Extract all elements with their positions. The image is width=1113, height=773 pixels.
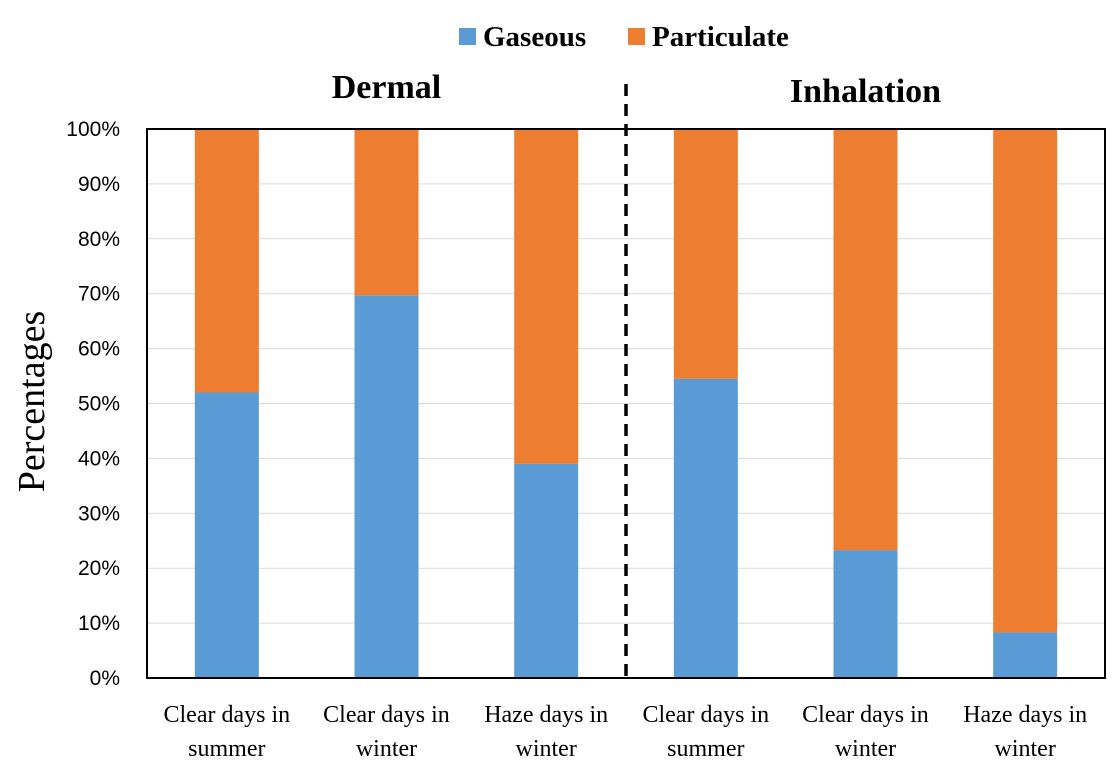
group-titles: Dermal Inhalation — [332, 69, 941, 110]
group-title: Inhalation — [790, 73, 941, 110]
y-tick-label: 90% — [78, 173, 120, 196]
x-axis-category-labels: Clear days in summer Clear days in winter Ha… — [164, 702, 1088, 762]
bar-segment-particulate — [194, 129, 259, 393]
bar-segment-particulate — [354, 129, 419, 296]
legend-label: Gaseous — [483, 21, 586, 53]
x-category-label: winter — [995, 736, 1056, 762]
bar-segment-gaseous — [514, 463, 579, 678]
y-tick-label: 30% — [78, 502, 120, 525]
legend-swatch-gaseous — [459, 28, 476, 45]
y-tick-label: 40% — [78, 447, 120, 470]
x-category-label: summer — [188, 736, 265, 762]
y-tick-label: 20% — [78, 557, 120, 580]
y-tick-label: 60% — [78, 338, 120, 361]
x-category-label: Clear days in — [323, 702, 450, 728]
y-axis-title: Percentages — [11, 311, 53, 492]
bar-segment-gaseous — [354, 295, 419, 678]
x-category-label: Clear days in — [164, 702, 291, 728]
bar-segment-particulate — [673, 129, 738, 379]
bars — [194, 129, 1058, 678]
bar-segment-gaseous — [993, 632, 1058, 678]
y-tick-label: 10% — [78, 612, 120, 635]
x-category-label: Haze days in — [484, 702, 608, 728]
bar-segment-particulate — [514, 129, 579, 464]
legend: Gaseous Particulate — [459, 21, 789, 53]
bar-segment-gaseous — [673, 378, 738, 678]
x-category-label: Clear days in — [802, 702, 929, 728]
x-category-label: winter — [516, 736, 577, 762]
x-category-label: Haze days in — [963, 702, 1087, 728]
y-tick-label: 100% — [66, 118, 120, 141]
y-tick-label: 50% — [78, 393, 120, 416]
y-tick-label: 80% — [78, 228, 120, 251]
x-category-label: Clear days in — [643, 702, 770, 728]
legend-label: Particulate — [652, 21, 789, 53]
y-tick-label: 70% — [78, 283, 120, 306]
bar-segment-particulate — [833, 129, 898, 551]
x-category-label: summer — [667, 736, 744, 762]
y-tick-label: 0% — [90, 667, 120, 690]
y-axis-tick-labels: 0% 10% 20% 30% 40% 50% 60% 70% 80% 90% 100% — [66, 118, 120, 690]
bar-segment-gaseous — [833, 550, 898, 678]
legend-swatch-particulate — [628, 28, 645, 45]
group-title: Dermal — [332, 69, 442, 106]
x-category-label: winter — [356, 736, 417, 762]
bar-segment-particulate — [993, 129, 1058, 633]
x-category-label: winter — [835, 736, 896, 762]
bar-segment-gaseous — [194, 392, 259, 678]
